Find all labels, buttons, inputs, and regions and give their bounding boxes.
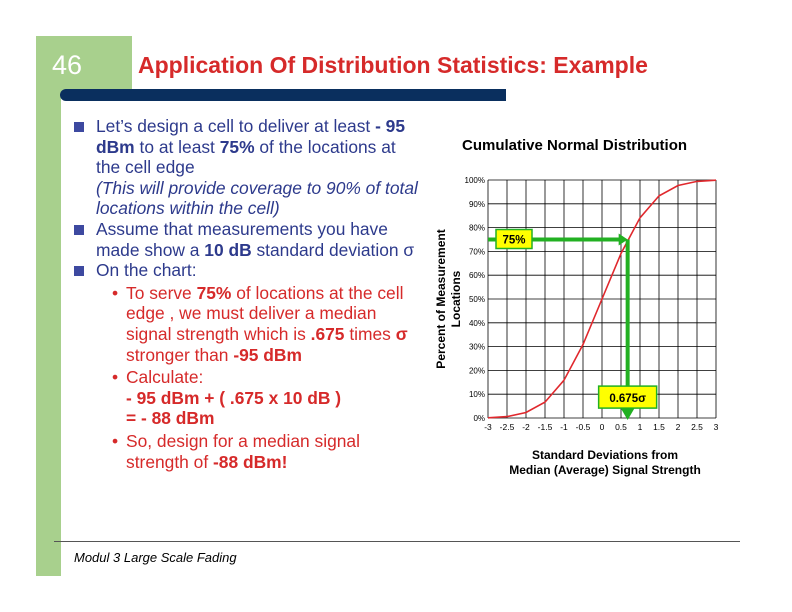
- y-axis-label-line1: Percent of Measurement: [434, 229, 448, 368]
- sub-bullet-item: • Calculate: - 95 dBm + ( .675 x 10 dB )…: [74, 367, 424, 429]
- dot-bullet-icon: •: [112, 367, 119, 388]
- x-tick-label: -1.5: [538, 422, 553, 432]
- sigma-annotation-box: [597, 385, 658, 409]
- x-tick-label: -2.5: [500, 422, 515, 432]
- x-tick-label: -1: [560, 422, 568, 432]
- bullet-emphasis: 75%: [219, 136, 255, 157]
- sub-bullet-emphasis: -88 dBm!: [213, 451, 288, 472]
- bullet-note: (This will provide coverage to 90% of to…: [96, 177, 418, 219]
- arrow-head-right: [618, 233, 628, 246]
- sub-bullet-emphasis: 75%: [196, 282, 232, 303]
- y-tick-label: 20%: [469, 366, 485, 375]
- dot-bullet-icon: •: [112, 282, 119, 303]
- y-tick-label: 90%: [469, 200, 485, 209]
- bullet-text: standard deviation σ: [251, 239, 415, 260]
- bullet-text: of the locations at the cell edge: [96, 136, 396, 178]
- y-tick-label: 70%: [469, 247, 485, 256]
- x-tick-label: 1: [638, 422, 643, 432]
- square-bullet-icon: [74, 224, 84, 235]
- cdf-curve: [487, 179, 717, 419]
- y-tick-label: 0%: [473, 414, 485, 423]
- sub-bullet-emphasis: - 95 dBm + ( .675 x 10 dB ): [126, 387, 342, 408]
- title-underline-bar: [60, 89, 506, 101]
- y-axis-label-line2: Locations: [449, 270, 463, 327]
- slide-title: Application Of Distribution Statistics: …: [138, 52, 648, 78]
- square-bullet-icon: [74, 122, 84, 132]
- x-tick-label: -3: [484, 422, 492, 432]
- bullet-emphasis: - 95 dBm: [96, 116, 406, 157]
- slide-number: 46: [52, 50, 83, 80]
- sigma-annotation-label: 0.675σ: [609, 393, 646, 405]
- y-tick-label: 30%: [469, 343, 485, 352]
- sub-bullet-emphasis: σ: [395, 323, 408, 344]
- x-axis-label-line2: Median (Average) Signal Strength: [509, 463, 701, 477]
- sub-bullet-text: of locations at the cell edge , we must …: [126, 282, 404, 344]
- y-tick-label: 60%: [469, 271, 485, 280]
- sub-bullet-text: times: [344, 323, 396, 344]
- x-tick-label: 0.5: [615, 422, 627, 432]
- bullet-list: Let’s design a cell to deliver at least …: [74, 116, 424, 472]
- x-tick-label: 2.5: [691, 422, 703, 432]
- dot-bullet-icon: •: [112, 430, 119, 451]
- arrow-head-down: [620, 408, 635, 420]
- sub-bullet-item: • To serve 75% of locations at the cell …: [74, 283, 424, 365]
- sub-bullet-emphasis: -95 dBm: [233, 344, 302, 365]
- sub-bullet-text: So, design for a median signal strength …: [126, 430, 360, 472]
- x-tick-label: 1.5: [653, 422, 665, 432]
- sub-bullet-emphasis: .675: [310, 323, 345, 344]
- bullet-text: Let’s design a cell to deliver at least: [96, 116, 376, 136]
- bullet-text: to at least: [134, 136, 220, 157]
- slide-number-box: [36, 36, 132, 94]
- y-tick-label: 100%: [465, 176, 485, 185]
- sub-bullet-item: • So, design for a median signal strengt…: [74, 431, 424, 472]
- x-tick-label: 3: [714, 422, 719, 432]
- y-tick-label: 80%: [469, 224, 485, 233]
- bullet-item: Let’s design a cell to deliver at least …: [74, 116, 424, 219]
- bullet-item: Assume that measurements you have made s…: [74, 219, 424, 260]
- x-tick-label: -2: [522, 422, 530, 432]
- footer-text: Modul 3 Large Scale Fading: [74, 550, 237, 565]
- x-tick-label: 2: [676, 422, 681, 432]
- bullet-text: Assume that measurements you have made s…: [96, 218, 388, 260]
- left-accent-bar: [36, 36, 61, 576]
- x-tick-label: -0.5: [576, 422, 591, 432]
- y-tick-label: 50%: [469, 295, 485, 304]
- cdf-chart: 0%10%20%30%40%50%60%70%80%90%100%-3 -2.5-…: [434, 176, 719, 432]
- footer-divider: [54, 541, 740, 542]
- sub-bullet-text: Calculate:: [126, 367, 204, 388]
- sub-bullet-emphasis: = - 88 dBm: [126, 408, 215, 429]
- bullet-text: On the chart:: [96, 260, 197, 281]
- percent-annotation-label: 75%: [502, 235, 525, 247]
- x-axis-label: Standard Deviations from Median (Average…: [470, 448, 740, 478]
- y-tick-label: 40%: [469, 319, 485, 328]
- square-bullet-icon: [74, 266, 84, 277]
- x-tick-label: 0: [600, 422, 605, 432]
- x-axis-label-line1: Standard Deviations from: [531, 448, 679, 462]
- percent-annotation-box: [495, 228, 533, 250]
- chart-title: Cumulative Normal Distribution: [462, 137, 688, 154]
- bullet-emphasis: 10 dB: [204, 239, 252, 260]
- bullet-item: On the chart:: [74, 260, 424, 281]
- sub-bullet-text: To serve: [126, 282, 197, 303]
- sub-bullet-text: stronger than: [126, 344, 234, 365]
- y-tick-label: 10%: [469, 390, 485, 399]
